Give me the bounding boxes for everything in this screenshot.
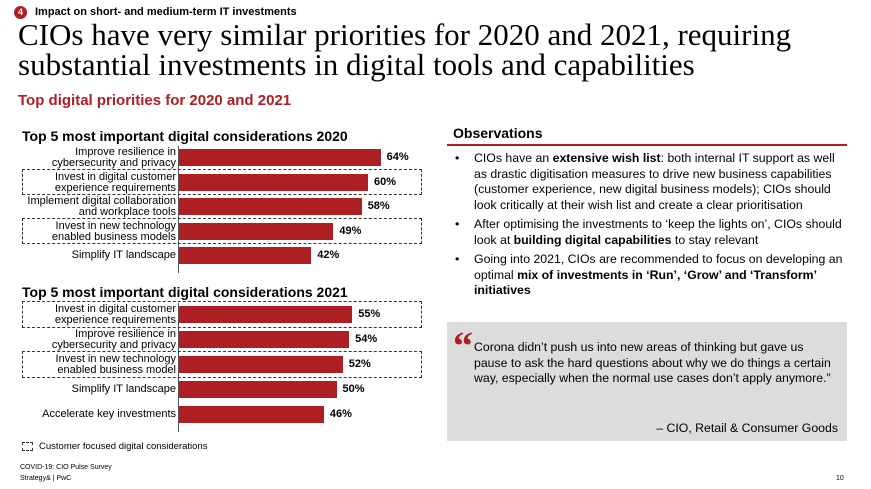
chart-2021: Invest in digital customer experience req… [0,301,430,432]
footer-brand: Strategy& | PwC [20,475,72,482]
bar [179,247,312,264]
observation-highlight: building digital capabilities [513,232,672,247]
bar-value-label: 54% [355,333,378,345]
category-label: Invest in digital customer experience req… [55,304,176,326]
category-label: Simplify IT landscape [72,384,176,395]
category-label-line: Invest in new technology [55,219,176,232]
section-number-badge: 4 [14,5,27,19]
customer-focused-highlight [22,168,422,195]
observations-list: CIOs have an extensive wish list: both i… [453,151,848,303]
quote-text: Corona didn’t push us into new areas of … [474,340,831,385]
observations-divider [447,144,847,146]
section-label: Impact on short- and medium-term IT inve… [35,6,297,18]
category-label-line: experience requirements [54,314,176,326]
category-label-line: enabled business model [57,364,176,376]
customer-focused-highlight [22,351,422,378]
observation-highlight: mix of investments in ‘Run’, ‘Grow’ and … [474,267,817,298]
observation-item: CIOs have an extensive wish list: both i… [453,151,848,213]
category-label: Improve resilience in cybersecurity and p… [52,329,176,351]
legend: Customer focused digital considerations [22,441,207,452]
page-title: CIOs have very similar priorities for 20… [18,17,792,82]
dashed-box-icon [22,442,33,451]
bar-value-label: 64% [386,151,409,163]
bar [179,173,368,191]
bar-value-label: 60% [374,175,397,188]
customer-focused-highlight [22,301,422,328]
bar [179,222,334,240]
category-label-line: Invest in digital customer [54,303,176,315]
category-label-line: Accelerate key investments [42,408,176,420]
category-label-line: cybersecurity and privacy [51,339,176,351]
bar [179,331,350,348]
observation-highlight: extensive wish list [552,151,661,165]
chart-2020: Improve resilience in cybersecurity and p… [0,146,430,273]
observation-text: Going into 2021, CIOs are recommended to… [474,252,843,282]
category-label-line: Simplify IT landscape [71,249,176,261]
category-label: Simplify IT landscape [72,250,176,261]
bar-value-label: 49% [339,224,362,237]
quote-author: – CIO, Retail & Consumer Goods [656,421,838,435]
category-label-line: experience requirements [54,181,176,194]
category-label-line: and workplace tools [78,206,176,218]
category-label-line: Invest in digital customer [54,170,176,183]
category-label: Improve resilience in cybersecurity and p… [52,147,176,169]
legend-label: Customer focused digital considerations [39,441,208,452]
bar-value-label: 50% [342,383,365,395]
chart-2020-title: Top 5 most important digital considerati… [22,128,348,144]
bar [179,381,337,398]
bar-value-label: 46% [329,408,352,420]
category-label: Invest in digital customer experience req… [54,170,176,194]
bar [179,356,343,373]
category-label-line: Invest in new technology [55,353,176,365]
observation-text: After optimising the investments to ‘kee… [474,217,842,247]
bar-value-label: 58% [367,200,390,212]
category-label-line: Simplify IT landscape [71,383,176,395]
category-label-line: cybersecurity and privacy [51,157,176,169]
observation-text: CIOs have an [474,151,553,165]
category-label-line: Implement digital collaboration [27,195,176,207]
page-subtitle: Top digital priorities for 2020 and 2021 [18,92,292,109]
chart-2021-title: Top 5 most important digital considerati… [22,284,348,300]
observations-title: Observations [453,125,543,141]
bar [179,198,362,215]
quote-mark-icon: “ [453,323,473,368]
section-tag: 4 Impact on short- and medium-term IT in… [14,4,297,20]
quote-box: “ Corona didn’t push us into new areas o… [447,322,847,441]
y-axis-line [178,146,179,273]
customer-focused-highlight [22,217,422,244]
category-label-line: enabled business models [51,230,176,243]
bar-value-label: 52% [348,358,371,370]
observation-item: Going into 2021, CIOs are recommended to… [453,252,848,299]
category-label: Accelerate key investments [42,409,176,420]
footer-source: COVID-19: CIO Pulse Survey [20,464,112,471]
bar-value-label: 42% [317,249,340,261]
page-number: 10 [836,475,844,482]
category-label-line: Improve resilience in [75,146,176,158]
y-axis-line [178,303,179,432]
category-label: Implement digital collaboration and workp… [27,196,176,218]
category-label-line: Improve resilience in [75,328,176,340]
bar [179,406,324,423]
category-label: Invest in new technology enabled business… [56,354,176,376]
bar [179,306,353,323]
category-label: Invest in new technology enabled business… [51,219,176,243]
bar [179,149,381,166]
bar-value-label: 55% [358,308,381,320]
observation-text: : both internal IT support as well as dr… [474,151,835,212]
observation-item: After optimising the investments to ‘kee… [453,217,848,248]
observation-text: to stay relevant [671,232,759,247]
